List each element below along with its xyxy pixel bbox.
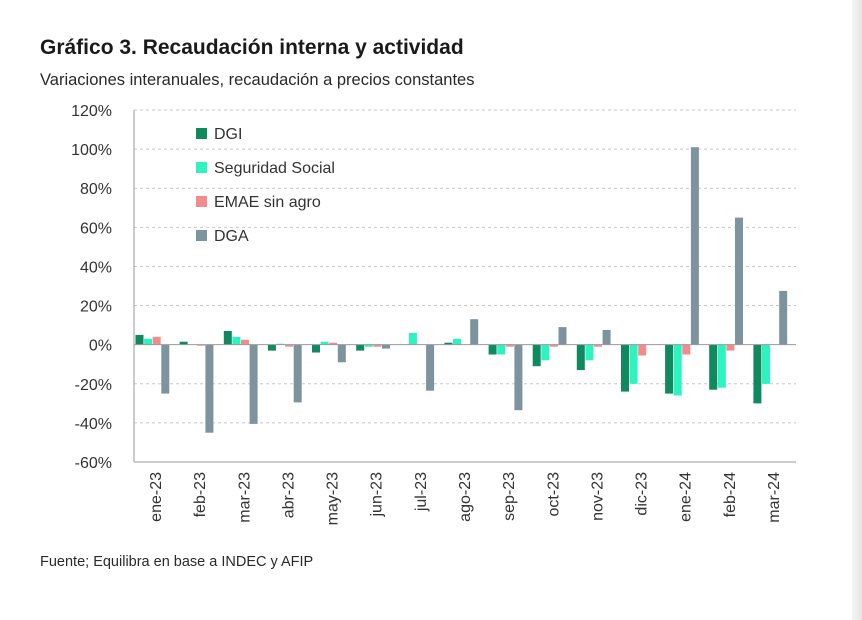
bar [602, 330, 611, 345]
x-tick-label: mar-23 [236, 472, 253, 523]
bar [205, 344, 214, 433]
bar [312, 344, 320, 353]
bar [762, 344, 770, 384]
y-tick-label: -60% [75, 455, 112, 472]
bar [717, 344, 726, 388]
bar [514, 344, 523, 411]
x-tick-label: abr-23 [280, 472, 297, 518]
y-tick-label: 100% [71, 142, 112, 159]
legend-label: DGI [214, 126, 242, 143]
legend-label: DGA [214, 228, 249, 245]
bar [497, 344, 506, 355]
bar [444, 342, 453, 345]
bars [135, 147, 788, 433]
legend-swatch [196, 162, 207, 173]
x-tick-label: sep-23 [501, 472, 518, 521]
x-tick-label: feb-24 [722, 472, 739, 517]
bar [549, 344, 558, 347]
bar [629, 344, 638, 384]
legend-swatch [196, 128, 207, 139]
y-tick-label: 80% [80, 181, 112, 198]
gridlines [134, 109, 796, 424]
axes [133, 110, 796, 463]
bar [241, 339, 249, 345]
bar [585, 344, 594, 361]
bar [426, 344, 435, 391]
x-tick-label: dic-23 [634, 472, 651, 516]
bar [320, 341, 329, 345]
bar [753, 344, 762, 404]
source-note: Fuente; Equilibra en base a INDEC y AFIP [40, 554, 314, 570]
bar [329, 342, 338, 345]
bar [735, 217, 743, 345]
bar [356, 344, 365, 351]
bar [249, 344, 258, 424]
bar [179, 341, 188, 345]
bar [293, 344, 302, 403]
x-tick-label: may-23 [325, 472, 342, 525]
y-tick-label: -40% [75, 416, 112, 433]
y-tick-label: 60% [80, 220, 112, 237]
y-tick-label: -20% [75, 377, 112, 394]
bar [558, 327, 567, 345]
bar [152, 336, 161, 345]
bar [665, 344, 674, 394]
bar [532, 344, 541, 367]
x-axis-ticks: ene-23 feb-23 mar-23 abr-23 may-23 jun-23 jul-… [148, 472, 783, 525]
bar [673, 344, 682, 396]
x-tick-label: ago-23 [457, 472, 474, 522]
bar [144, 338, 153, 345]
y-tick-label: 40% [80, 259, 112, 276]
bar [337, 344, 346, 363]
bar [488, 344, 497, 355]
x-tick-label: ene-23 [148, 472, 165, 522]
y-tick-label: 0% [89, 338, 112, 355]
bar [135, 334, 144, 345]
bar [726, 344, 735, 351]
x-tick-label: ene-24 [678, 472, 695, 522]
bar [682, 344, 691, 355]
bar [453, 338, 461, 345]
bar [382, 344, 390, 349]
bar [408, 332, 417, 345]
legend-label: Seguridad Social [214, 160, 335, 177]
bar [285, 344, 294, 347]
bar [779, 290, 788, 345]
legend-swatch [196, 196, 207, 207]
bar [267, 344, 276, 351]
x-tick-label: jun-23 [369, 472, 386, 518]
bar [638, 344, 647, 356]
bar [690, 147, 699, 345]
bar [576, 344, 585, 371]
chart-title: Gráfico 3. Recaudación interna y activid… [40, 36, 464, 59]
bar [621, 344, 629, 392]
bar [505, 344, 514, 347]
legend: DGI Seguridad Social EMAE sin agro DGA [196, 126, 335, 245]
x-tick-label: mar-24 [766, 472, 783, 523]
bar [223, 331, 232, 345]
bar [541, 344, 550, 361]
bar [594, 344, 602, 347]
bar [161, 344, 170, 394]
legend-label: EMAE sin agro [214, 194, 321, 211]
y-axis-ticks: -60% -40% -20% 0% 20% 40% 60% 80% 100% 120% [71, 103, 112, 472]
x-tick-label: oct-23 [545, 472, 562, 517]
bar [373, 344, 382, 347]
x-tick-label: nov-23 [589, 472, 606, 521]
bar [364, 344, 373, 347]
legend-swatch [196, 230, 207, 241]
x-tick-label: feb-23 [192, 472, 209, 517]
bar [709, 344, 718, 390]
page-edge-shadow [852, 0, 862, 620]
bar [470, 319, 479, 345]
chart-subtitle: Variaciones interanuales, recaudación a … [40, 71, 475, 89]
y-tick-label: 20% [80, 299, 112, 316]
bar [196, 344, 205, 346]
y-tick-label: 120% [71, 103, 112, 120]
x-tick-label: jul-23 [413, 472, 430, 512]
bar [232, 336, 241, 345]
